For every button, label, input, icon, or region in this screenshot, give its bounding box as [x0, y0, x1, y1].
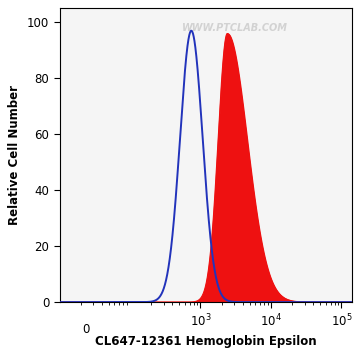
Y-axis label: Relative Cell Number: Relative Cell Number — [8, 85, 21, 225]
X-axis label: CL647-12361 Hemoglobin Epsilon: CL647-12361 Hemoglobin Epsilon — [95, 335, 317, 348]
Text: 0: 0 — [82, 323, 90, 336]
Text: WWW.PTCLAB.COM: WWW.PTCLAB.COM — [182, 23, 288, 33]
